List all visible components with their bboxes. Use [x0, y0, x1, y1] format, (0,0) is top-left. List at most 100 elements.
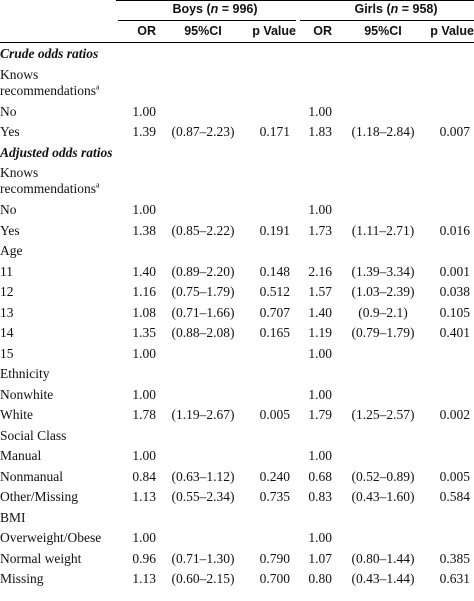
- cell-or2: 1.19: [308, 325, 332, 340]
- cell-or1: 1.00: [132, 530, 156, 545]
- col-header-ci-girls: 95%CI: [364, 24, 402, 38]
- cell-p2: 0.001: [439, 263, 470, 279]
- cell-or1: 1.00: [132, 103, 156, 119]
- cell-p1: 0.005: [259, 407, 290, 422]
- table-row: Yes 1.39 (0.87–2.23) 0.171 1.83 (1.18–2.84) 0.…: [0, 122, 474, 143]
- row-label: White: [0, 405, 33, 425]
- cell-or2: 1.07: [308, 550, 332, 566]
- boys-underline: [118, 20, 296, 21]
- row-label: Normal weight: [0, 549, 81, 569]
- cell-ci2: (0.79–1.79): [351, 325, 415, 340]
- cell-p1: 0.165: [259, 325, 290, 340]
- row-label: Nonmanual: [0, 467, 63, 487]
- row-label-text: 12: [0, 284, 14, 299]
- cell-ci1: (0.87–2.23): [171, 124, 235, 139]
- cell-or2: 1.00: [308, 202, 332, 217]
- cell-or1: 1.00: [132, 448, 156, 463]
- row-label-text: White: [0, 407, 33, 422]
- boys-group-header: Boys (n = 996): [140, 2, 290, 19]
- table-row: Manual 1.00 1.00: [0, 446, 474, 467]
- cell-p2: 0.007: [439, 124, 470, 139]
- row-label-text: Adjusted odds ratios: [0, 144, 113, 160]
- table-row: 12 1.16 (0.75–1.79) 0.512 1.57 (1.03–2.39) 0.0…: [0, 282, 474, 303]
- row-label-text: Crude odds ratios: [0, 46, 99, 61]
- table-row: Adjusted odds ratios: [0, 143, 474, 164]
- cell-or2: 1.79: [308, 407, 332, 422]
- table-row: 14 1.35 (0.88–2.08) 0.165 1.19 (0.79–1.79) 0.4…: [0, 323, 474, 344]
- cell-ci2: (1.39–3.34): [351, 263, 415, 279]
- row-label-text: Manual: [0, 448, 42, 463]
- row-label: Manual: [0, 446, 41, 466]
- row-label: Adjusted odds ratios: [0, 143, 113, 163]
- cell-or2: 0.68: [308, 468, 332, 484]
- row-label-text: No: [0, 103, 17, 119]
- cell-ci1: (0.88–2.08): [171, 325, 235, 340]
- cell-ci2: (0.52–0.89): [351, 468, 415, 484]
- cell-ci2: (1.25–2.57): [351, 407, 415, 422]
- cell-ci1: (0.63–1.12): [171, 468, 235, 484]
- cell-p2: 0.631: [439, 571, 470, 586]
- cell-p2: 0.002: [439, 407, 470, 422]
- table-row: Nonmanual 0.84 (0.63–1.12) 0.240 0.68 (0.52–0…: [0, 467, 474, 488]
- col-header-or-girls: OR: [313, 24, 332, 38]
- cell-ci1: (1.19–2.67): [171, 407, 235, 422]
- table-row: Ethnicity: [0, 364, 474, 385]
- row-label: Social Class: [0, 426, 66, 446]
- row-label-text: Yes: [0, 222, 20, 238]
- row-label-text: Knows recommendations: [0, 165, 96, 196]
- cell-p2: 0.385: [439, 550, 470, 566]
- col-header-p-girls: p Value: [430, 24, 474, 38]
- cell-or1: 0.84: [132, 468, 156, 484]
- cell-or1: 1.00: [132, 202, 156, 217]
- row-label-text: Missing: [0, 571, 44, 586]
- row-label: BMI: [0, 508, 26, 528]
- cell-ci1: (0.85–2.22): [171, 222, 235, 238]
- top-rule: [116, 0, 474, 1]
- table-row: Missing 1.13 (0.60–2.15) 0.700 0.80 (0.43–1.4…: [0, 569, 474, 590]
- row-label: Yes: [0, 221, 20, 241]
- row-label-text: 11: [0, 263, 13, 279]
- table-row: Crude odds ratios: [0, 44, 474, 65]
- table-row: Knows recommendationsa: [0, 65, 474, 102]
- row-label-text: 14: [0, 325, 14, 340]
- cell-or1: 1.40: [132, 263, 156, 279]
- cell-p1: 0.790: [259, 550, 290, 566]
- row-label-text: Other/Missing: [0, 489, 79, 504]
- row-label: Knows recommendationsa: [0, 67, 130, 99]
- cell-p2: 0.401: [439, 325, 470, 340]
- cell-ci1: (0.71–1.66): [171, 304, 235, 320]
- row-label-text: Nonwhite: [0, 386, 54, 402]
- table-row: No 1.00 1.00: [0, 200, 474, 221]
- cell-or2: 1.40: [308, 304, 332, 320]
- cell-ci1: (0.55–2.34): [171, 489, 235, 504]
- table-row: BMI: [0, 508, 474, 529]
- row-label-text: Yes: [0, 124, 20, 139]
- cell-or1: 1.13: [132, 571, 156, 586]
- table-row: Knows recommendationsa: [0, 163, 474, 200]
- cell-or1: 1.13: [132, 489, 156, 504]
- girls-n: n: [390, 2, 399, 16]
- cell-p1: 0.171: [259, 124, 290, 139]
- cell-or2: 0.80: [308, 571, 332, 586]
- cell-ci1: (0.71–1.30): [171, 550, 235, 566]
- cell-ci1: (0.60–2.15): [171, 571, 235, 586]
- row-label-text: Ethnicity: [0, 366, 50, 381]
- cell-ci2: (1.11–2.71): [351, 222, 415, 238]
- cell-or1: 1.39: [132, 124, 156, 139]
- cell-ci2: (0.43–1.60): [351, 489, 415, 504]
- footnote-marker: a: [95, 82, 100, 91]
- row-label: 13: [0, 303, 14, 323]
- boys-count: = 996): [218, 2, 258, 16]
- col-header-p-boys: p Value: [252, 24, 296, 38]
- footnote-marker: a: [95, 180, 100, 190]
- cell-ci2: (1.03–2.39): [351, 284, 415, 299]
- row-label-text: Normal weight: [0, 550, 82, 566]
- cell-or1: 1.38: [132, 222, 156, 238]
- cell-ci2: (0.43–1.44): [351, 571, 415, 586]
- row-label: Nonwhite: [0, 385, 53, 405]
- cell-ci2: (1.18–2.84): [351, 124, 415, 139]
- row-label: No: [0, 102, 17, 122]
- table-row: Other/Missing 1.13 (0.55–2.34) 0.735 0.83 (0.…: [0, 487, 474, 508]
- cell-p1: 0.707: [259, 304, 290, 320]
